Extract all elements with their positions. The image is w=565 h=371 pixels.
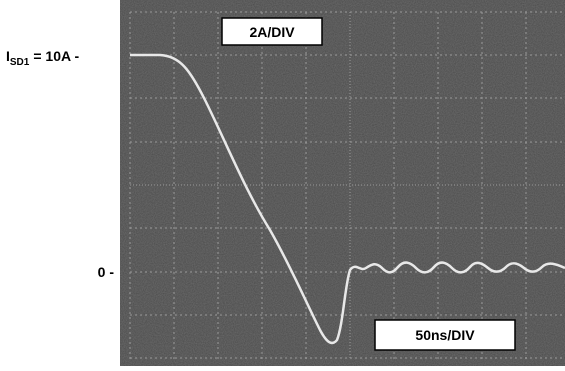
- scope-figure: ISD1= 10A - 0 - 2A/DIV 50ns/DIV: [0, 0, 565, 366]
- page: ISD1= 10A - 0 - 2A/DIV 50ns/DIV (() => {…: [0, 0, 565, 366]
- zero-level-label: 0 -: [98, 264, 115, 280]
- horizontal-scale: 50ns/DIV: [415, 327, 475, 343]
- vertical-scale: 2A/DIV: [249, 24, 295, 40]
- top-level-label: ISD1= 10A -: [6, 48, 79, 68]
